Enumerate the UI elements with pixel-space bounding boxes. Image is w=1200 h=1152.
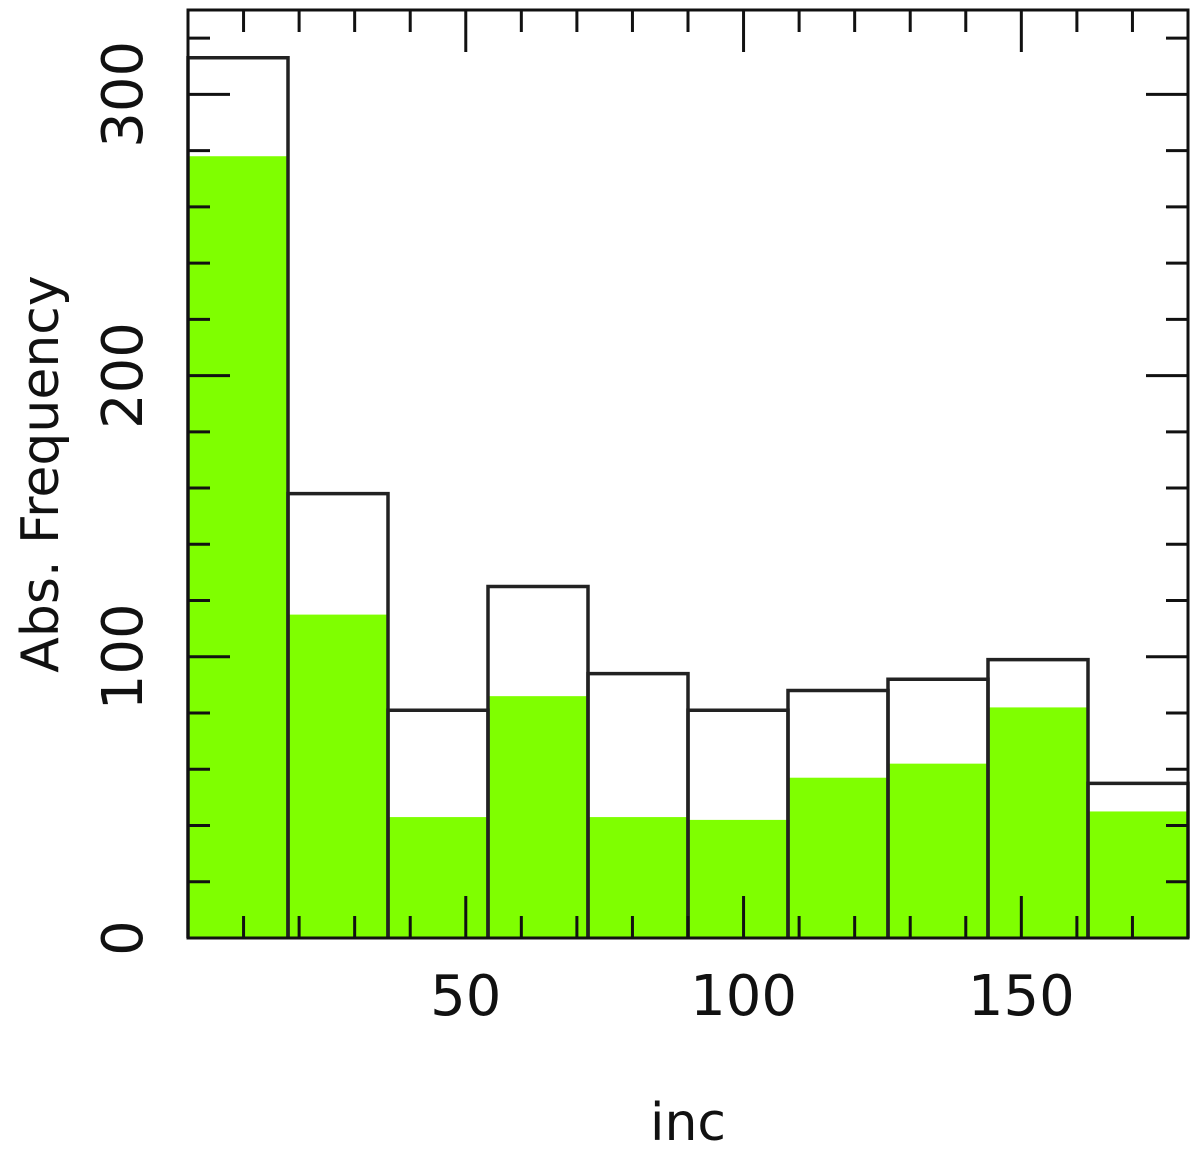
x-tick-label: 100: [690, 964, 797, 1029]
y-tick-label: 200: [91, 322, 156, 429]
tick-labels: 50 100 150 0 100 200 300: [91, 41, 1075, 1029]
bar-filled-9: [1088, 811, 1188, 938]
x-axis-label: inc: [650, 1093, 726, 1152]
axis-ticks: [188, 10, 1188, 940]
x-tick-label: 150: [968, 964, 1075, 1029]
bar-filled-8: [988, 707, 1088, 938]
y-tick-label: 300: [91, 41, 156, 148]
bar-filled-1: [288, 614, 388, 938]
bar-filled-6: [788, 777, 888, 938]
bar-filled-7: [888, 763, 988, 938]
bar-filled-5: [688, 819, 788, 938]
bar-filled-2: [388, 817, 488, 938]
bar-filled-3: [488, 696, 588, 938]
y-tick-label: 0: [91, 920, 156, 956]
y-tick-label: 100: [91, 603, 156, 710]
filled-bars: [188, 156, 1188, 939]
bar-filled-0: [188, 156, 288, 939]
x-tick-label: 50: [430, 964, 501, 1029]
y-axis-label: Abs. Frequency: [11, 275, 71, 672]
bar-filled-4: [588, 817, 688, 938]
